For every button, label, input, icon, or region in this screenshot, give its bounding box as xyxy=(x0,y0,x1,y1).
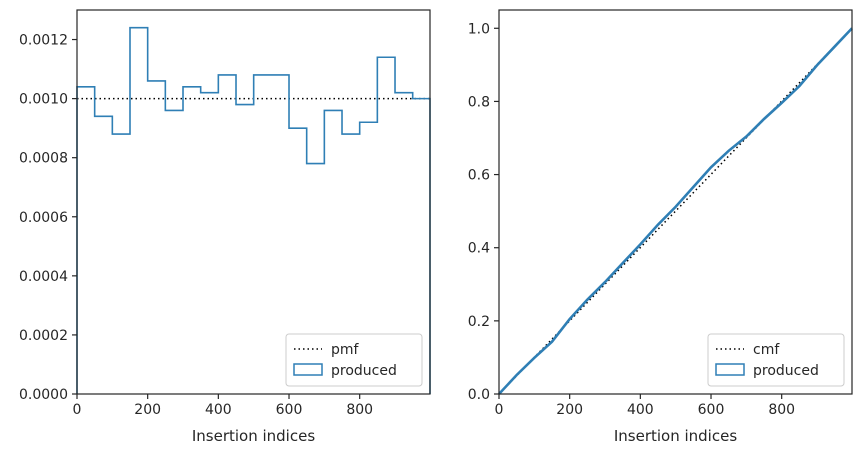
cmf-x-tick-label: 400 xyxy=(627,402,654,418)
pmf-x-tick-label: 200 xyxy=(134,402,161,418)
pmf-histogram-marks xyxy=(76,26,431,394)
cmf-y-tick-label: 0.8 xyxy=(468,94,490,110)
pmf-y-tick-label: 0.0008 xyxy=(19,151,68,167)
pmf-x-axis-label: Insertion indices xyxy=(192,427,315,445)
cmf-plot-frame xyxy=(498,9,853,395)
legend-swatch-produced xyxy=(715,363,745,376)
legend-swatch-produced xyxy=(293,363,323,376)
legend-label-produced: produced xyxy=(753,363,819,379)
cmf-y-tick-label: 1.0 xyxy=(468,21,490,37)
cmf-x-tick-label: 800 xyxy=(768,402,795,418)
pmf-x-ticks: 0 200 400 600 800 xyxy=(73,394,373,418)
cmf-x-ticks: 0 200 400 600 800 xyxy=(495,394,795,418)
pmf-y-tick-label: 0.0010 xyxy=(19,92,68,108)
cmf-x-tick-label: 200 xyxy=(556,402,583,418)
series-line-cmf xyxy=(498,27,853,395)
pmf-x-tick-label: 600 xyxy=(276,402,303,418)
series-step-produced xyxy=(76,26,431,394)
pmf-x-tick-label: 0 xyxy=(73,402,82,418)
pmf-y-tick-label: 0.0006 xyxy=(19,210,68,226)
cmf-y-tick-label: 0.0 xyxy=(468,387,490,403)
legend-label-pmf: pmf xyxy=(331,342,360,358)
pmf-y-ticks: 0.0000 0.0002 0.0004 0.0006 0.0008 0.0010 0.00… xyxy=(19,33,77,403)
pmf-y-tick-label: 0.0002 xyxy=(19,328,68,344)
cmf-line-panel: 0 200 400 600 800 0.0 0.2 0.4 0.6 0.8 1.0 Inserti… xyxy=(468,9,853,445)
pmf-legend: pmf produced xyxy=(285,333,423,387)
pmf-legend-box xyxy=(285,333,423,387)
cmf-line-marks xyxy=(498,27,853,395)
cmf-legend-box xyxy=(707,333,845,387)
pmf-histogram-panel: 0 200 400 600 800 0.00000.00020.00040.00060.… xyxy=(19,9,431,445)
pmf-plot-frame xyxy=(76,9,431,395)
cmf-y-tick-label: 0.4 xyxy=(468,241,490,257)
cmf-y-ticks: 0.0 0.2 0.4 0.6 0.8 1.0 xyxy=(468,21,499,403)
pmf-x-tick-label: 800 xyxy=(346,402,373,418)
legend-label-cmf: cmf xyxy=(753,342,780,358)
cmf-x-tick-label: 0 xyxy=(495,402,504,418)
pmf-y-tick-label: 0.0004 xyxy=(19,269,68,285)
pmf-y-tick-label: 0.0012 xyxy=(19,33,68,49)
cmf-y-tick-label: 0.2 xyxy=(468,314,490,330)
series-line-produced xyxy=(498,27,853,395)
cmf-legend: cmf produced xyxy=(707,333,845,387)
pmf-x-tick-label: 400 xyxy=(205,402,232,418)
cmf-x-tick-label: 600 xyxy=(698,402,725,418)
legend-label-produced: produced xyxy=(331,363,397,379)
cmf-y-tick-label: 0.6 xyxy=(468,168,490,184)
pmf-y-tick-label: 0.0000 xyxy=(19,387,68,403)
cmf-x-axis-label: Insertion indices xyxy=(614,427,737,445)
